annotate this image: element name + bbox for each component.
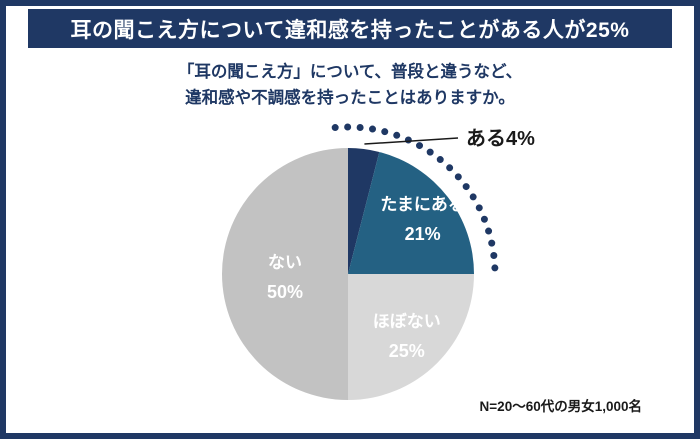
slice-label: ない: [268, 253, 302, 272]
question-line-1: 「耳の聞こえ方」について、普段と違うなど、: [177, 63, 523, 81]
header-banner: 耳の聞こえ方について違和感を持ったことがある人が25%: [28, 9, 672, 48]
slice-label: たまにある: [380, 195, 465, 214]
pie-slice-1: [348, 148, 380, 274]
slice-value: 50%: [267, 282, 303, 302]
callout-label: ある4%: [466, 127, 535, 150]
pie-chart: たまにある 21% ほぼない 25% ない 50% ある4%: [222, 123, 535, 400]
slice-label: ほぼない: [373, 312, 441, 331]
pie-slice-2: [348, 151, 474, 274]
sample-size-note: N=20〜60代の男女1,000名: [479, 399, 642, 414]
page-title: 耳の聞こえ方について違和感を持ったことがある人が25%: [70, 18, 630, 42]
slice-value: 21%: [405, 224, 441, 244]
highlight-dotted-arc: [331, 123, 499, 283]
pie-slice-3: [348, 274, 474, 400]
pie-slice-4: [222, 148, 348, 400]
question-text: 「耳の聞こえ方」について、普段と違うなど、 違和感や不調感を持ったことはあります…: [6, 60, 694, 111]
question-line-2: 違和感や不調感を持ったことはありますか。: [185, 88, 515, 107]
slice-value: 25%: [389, 341, 425, 361]
callout-leader-line: [364, 137, 459, 145]
